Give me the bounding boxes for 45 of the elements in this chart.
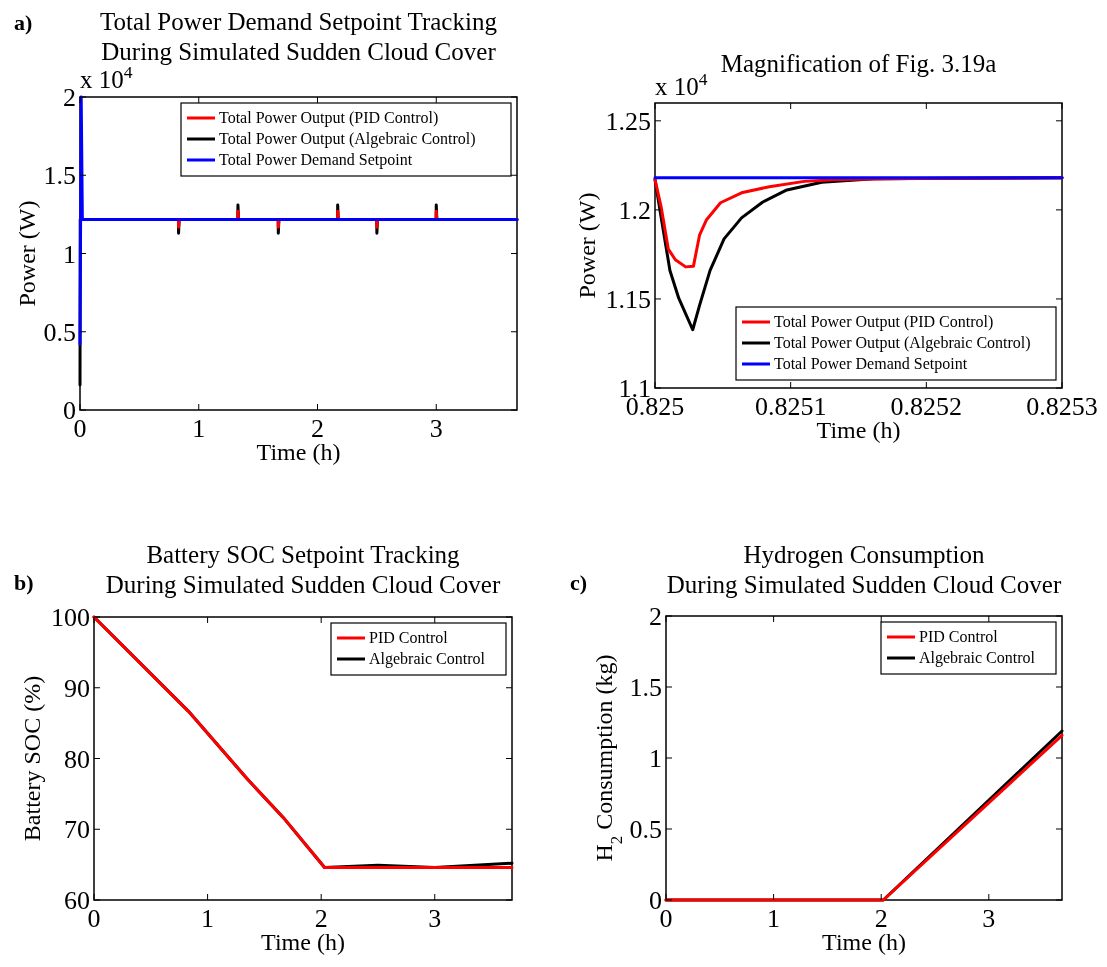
legend-label: Total Power Demand Setpoint: [774, 355, 968, 373]
y-axis-title: Power (W): [574, 192, 600, 299]
y-tick-label: 2: [649, 602, 662, 631]
legend-label: Algebraic Control: [369, 650, 486, 668]
legend-label: Total Power Demand Setpoint: [219, 151, 413, 169]
x-tick-label: 3: [429, 414, 443, 443]
y-axis-title: Power (W): [14, 200, 40, 307]
x-tick-label: 1: [767, 904, 781, 933]
y-tick-label: 0: [649, 886, 662, 915]
y-axis-title: Battery SOC (%): [19, 675, 45, 842]
legend-label: Total Power Output (Algebraic Control): [219, 130, 476, 148]
y-tick-label: 1.15: [605, 284, 651, 314]
y-tick-label: 80: [64, 744, 90, 774]
legend-label: PID Control: [919, 628, 999, 645]
y-tick-label: 1: [649, 744, 662, 773]
y-tick-label: 2: [63, 83, 76, 112]
x-tick-label: 3: [428, 904, 442, 933]
legend-label: Algebraic Control: [919, 649, 1036, 667]
legend-label: Total Power Output (PID Control): [774, 313, 994, 331]
y-tick-label: 1.25: [605, 106, 651, 136]
legend-label: Total Power Output (Algebraic Control): [774, 334, 1031, 352]
chart-title: Hydrogen Consumption During Simulated Sudden Cloud Cover: [666, 541, 1062, 598]
legend-label: Total Power Output (PID Control): [219, 109, 439, 127]
chart-title: Battery SOC Setpoint Tracking During Simulated Sudden Cloud Cover: [105, 541, 501, 598]
y-tick-label: 1: [63, 239, 76, 269]
y-tick-label: 100: [51, 603, 90, 632]
y-tick-label: 0.5: [629, 815, 662, 844]
y-tick-label: 0.5: [43, 317, 76, 347]
x-tick-label: 1: [192, 414, 206, 443]
x-tick-label: 1: [201, 904, 215, 933]
y-tick-label: 1.2: [618, 195, 651, 225]
text: x 10$^{4}$: [655, 69, 708, 100]
text: b): [14, 570, 34, 595]
y-tick-label: 70: [64, 815, 90, 845]
text: x 10$^{4}$: [80, 62, 133, 93]
y-tick-label: 90: [64, 673, 90, 703]
text: c): [570, 570, 588, 595]
text: a): [14, 10, 33, 35]
y-tick-label: 60: [64, 886, 90, 915]
x-tick-label: 3: [982, 904, 996, 933]
legend-label: PID Control: [369, 629, 449, 646]
y-tick-label: 1.5: [43, 161, 76, 191]
y-tick-label: 1.5: [629, 673, 662, 702]
x-tick-label: 0.8253: [1026, 392, 1098, 421]
chart-title: Magnification of Fig. 3.19a: [720, 50, 997, 77]
